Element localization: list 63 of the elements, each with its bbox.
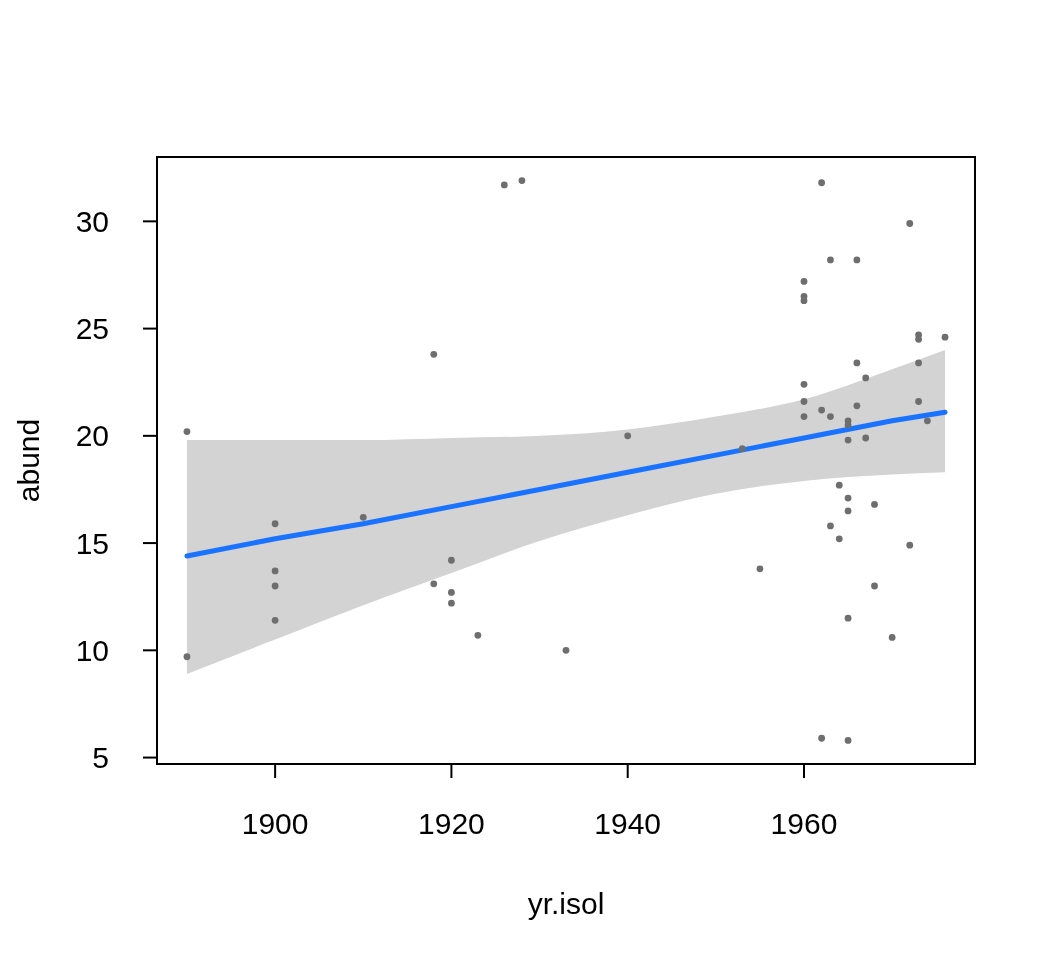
point (818, 179, 826, 187)
point (271, 567, 279, 575)
point (844, 494, 852, 502)
point (430, 350, 438, 358)
point (474, 631, 482, 639)
y-tick-label: 10 (75, 633, 109, 667)
point (853, 256, 861, 264)
point (448, 556, 455, 564)
point (430, 580, 438, 588)
x-tick-label: 1920 (418, 807, 485, 841)
point (800, 278, 808, 285)
point (818, 734, 826, 742)
point (183, 653, 191, 661)
x-tick-label: 1960 (770, 807, 838, 841)
y-tick-label: 20 (75, 419, 109, 453)
point (844, 614, 852, 622)
y-tick-label: 5 (92, 741, 109, 775)
point (941, 333, 949, 341)
x-axis-title: yr.isol (527, 887, 605, 920)
point (500, 181, 508, 189)
point (906, 220, 914, 227)
y-tick-label: 15 (75, 526, 109, 560)
point (800, 413, 808, 420)
point (835, 535, 843, 543)
point (844, 507, 852, 515)
x-tick-label: 1940 (594, 807, 662, 841)
point (871, 582, 878, 590)
point (853, 402, 861, 410)
point (862, 374, 870, 382)
point (448, 589, 455, 596)
point (827, 413, 834, 420)
point (800, 297, 808, 305)
point (915, 398, 922, 405)
point (518, 177, 526, 184)
point (359, 513, 367, 521)
point (183, 428, 191, 435)
point (800, 398, 808, 405)
point (818, 406, 826, 414)
point (624, 432, 632, 440)
point (827, 256, 834, 264)
point (844, 436, 852, 444)
point (738, 445, 746, 453)
point (844, 737, 852, 744)
point (853, 359, 861, 367)
point (888, 634, 896, 641)
point (448, 599, 455, 607)
point (800, 380, 808, 388)
point (871, 501, 878, 508)
point (271, 520, 279, 528)
point (835, 481, 843, 489)
point (862, 434, 870, 442)
point (924, 417, 931, 425)
point (906, 541, 914, 549)
y-axis-title: abund (12, 418, 45, 503)
y-tick-label: 25 (75, 312, 109, 346)
x-tick-label: 1900 (241, 807, 309, 841)
point (915, 359, 922, 367)
y-tick-label: 30 (75, 205, 109, 238)
point (756, 565, 764, 573)
point (562, 646, 570, 654)
point (827, 522, 834, 530)
point (271, 616, 279, 624)
point (271, 582, 279, 590)
